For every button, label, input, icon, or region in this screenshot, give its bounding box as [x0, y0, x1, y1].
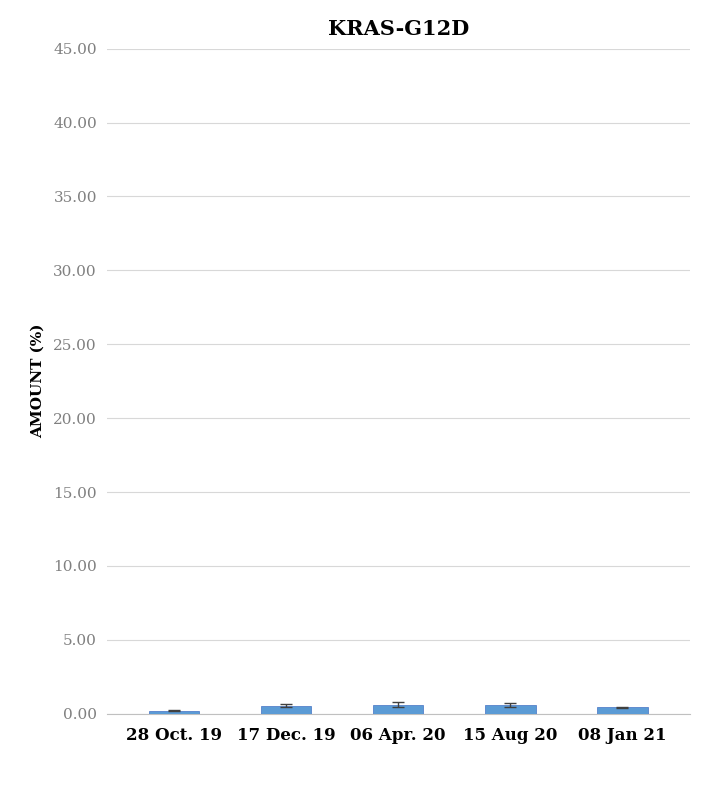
- Y-axis label: AMOUNT (%): AMOUNT (%): [31, 324, 45, 439]
- Bar: [261, 706, 311, 714]
- Bar: [149, 710, 199, 714]
- Title: KRAS-G12D: KRAS-G12D: [328, 19, 469, 39]
- Bar: [485, 705, 535, 714]
- Bar: [373, 705, 423, 714]
- Bar: [597, 707, 648, 714]
